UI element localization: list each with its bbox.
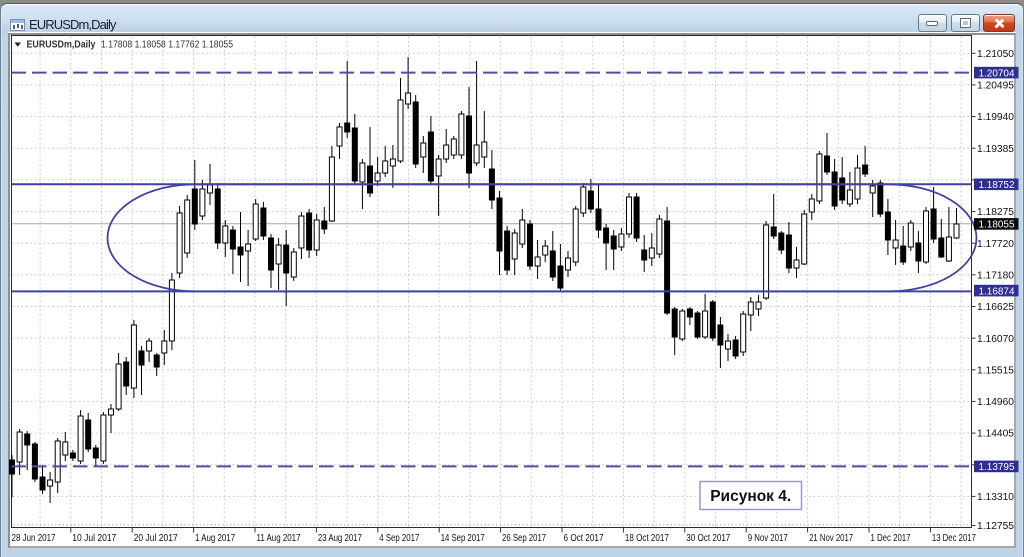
svg-text:4 Sep 2017: 4 Sep 2017 (379, 533, 419, 544)
svg-text:1.18275: 1.18275 (977, 207, 1014, 218)
svg-text:EURUSDm,Daily: EURUSDm,Daily (27, 39, 96, 50)
svg-text:1.14960: 1.14960 (977, 397, 1014, 408)
svg-text:1.17808 1.18058 1.17762 1.1805: 1.17808 1.18058 1.17762 1.18055 (101, 39, 233, 50)
svg-text:14 Sep 2017: 14 Sep 2017 (441, 533, 485, 544)
svg-text:1.21050: 1.21050 (977, 49, 1014, 60)
svg-text:1.20704: 1.20704 (979, 68, 1015, 79)
svg-text:28 Jun 2017: 28 Jun 2017 (12, 533, 56, 544)
svg-text:21 Nov 2017: 21 Nov 2017 (809, 533, 853, 544)
svg-text:1.12755: 1.12755 (977, 521, 1014, 532)
svg-text:20 Jul 2017: 20 Jul 2017 (134, 533, 178, 544)
svg-text:13 Dec 2017: 13 Dec 2017 (932, 533, 976, 544)
svg-text:Рисунок 4.: Рисунок 4. (710, 488, 791, 505)
svg-text:6 Oct 2017: 6 Oct 2017 (564, 533, 604, 544)
svg-text:9 Nov 2017: 9 Nov 2017 (748, 533, 788, 544)
svg-text:23 Aug 2017: 23 Aug 2017 (318, 533, 362, 544)
svg-text:18 Oct 2017: 18 Oct 2017 (625, 533, 669, 544)
svg-text:10 Jul 2017: 10 Jul 2017 (72, 533, 116, 544)
svg-text:1.13795: 1.13795 (979, 462, 1015, 473)
svg-text:1.14405: 1.14405 (977, 429, 1014, 440)
svg-text:1.17180: 1.17180 (977, 270, 1014, 281)
svg-text:1 Dec 2017: 1 Dec 2017 (871, 533, 911, 544)
svg-text:1.19385: 1.19385 (977, 144, 1014, 155)
svg-text:26 Sep 2017: 26 Sep 2017 (502, 533, 546, 544)
svg-text:1.18752: 1.18752 (979, 180, 1015, 191)
svg-text:1.15515: 1.15515 (977, 365, 1014, 376)
svg-text:1.16874: 1.16874 (979, 286, 1015, 297)
svg-text:1.20495: 1.20495 (977, 81, 1014, 92)
svg-text:1.16625: 1.16625 (977, 302, 1014, 313)
svg-text:11 Aug 2017: 11 Aug 2017 (257, 533, 301, 544)
svg-text:1.13310: 1.13310 (977, 492, 1014, 503)
svg-text:1 Aug 2017: 1 Aug 2017 (195, 533, 235, 544)
svg-text:30 Oct 2017: 30 Oct 2017 (686, 533, 730, 544)
svg-text:1.17720: 1.17720 (977, 239, 1014, 250)
svg-text:1.19940: 1.19940 (977, 112, 1014, 123)
svg-text:1.18055: 1.18055 (979, 220, 1015, 231)
svg-text:1.16070: 1.16070 (977, 334, 1014, 345)
